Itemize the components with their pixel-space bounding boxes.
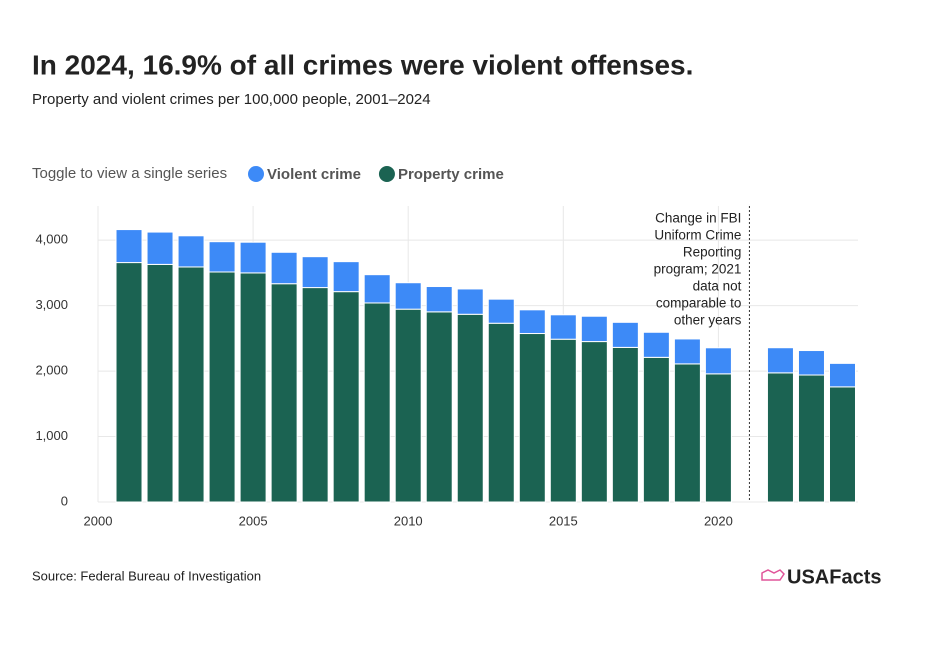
bar-segment [549,338,577,503]
legend-swatch[interactable] [248,166,264,182]
bar-segment [828,362,856,388]
annotation-text: Reporting [683,245,742,260]
bar-segment [270,283,298,503]
bar-segment [363,274,391,304]
bar-segment [456,313,484,503]
bar-segment [208,271,236,503]
bar-segment [642,356,670,503]
bar-segment [208,241,236,273]
x-tick-label: 2015 [549,513,578,528]
bar-segment [239,241,267,274]
bar-segment [456,288,484,315]
bar-segment [301,256,329,289]
bar-segment [766,347,794,374]
bar-segment [580,315,608,343]
bar-segment [797,350,825,376]
bar-segment [766,372,794,503]
bar-segment [394,308,422,503]
bar-segment [332,261,360,293]
bar-segment [828,386,856,503]
bar-segment [270,251,298,285]
bar-segment [611,346,639,503]
bar-segment [518,333,546,503]
bar-segment [704,347,732,375]
bar-segment [611,321,639,348]
bar-segment [115,229,143,264]
bar-segment [673,338,701,365]
legend-swatch[interactable] [378,166,395,182]
y-tick-label: 2,000 [35,363,68,378]
bar-segment [425,311,453,503]
logo: USAFacts [787,566,881,588]
annotation-text: Change in FBI [655,211,741,226]
y-tick-label: 0 [61,493,68,508]
bar-segment [332,291,360,503]
bar-segment [642,331,670,358]
annotation-text: data not [693,279,742,294]
chart-subtitle: Property and violent crimes per 100,000 … [32,91,431,108]
bar-segment [487,322,515,503]
annotation-text: other years [674,313,742,328]
bar-segment [518,309,546,335]
chart-title: In 2024, 16.9% of all crimes were violen… [32,49,693,80]
bar-segment [363,302,391,503]
logo-icon [761,569,785,581]
x-tick-label: 2010 [394,513,423,528]
y-tick-label: 4,000 [35,232,68,247]
source: Source: Federal Bureau of Investigation [32,568,261,583]
bar-segment [580,341,608,503]
bar-segment [115,262,143,503]
bar-segment [394,282,422,310]
y-tick-label: 3,000 [35,297,68,312]
bar-segment [673,363,701,503]
bar-segment [704,373,732,503]
legend-label[interactable]: Property crime [398,166,504,183]
annotation-text: program; 2021 [654,262,742,277]
x-tick-label: 2005 [239,513,268,528]
annotation-text: comparable to [656,296,742,311]
x-tick-label: 2020 [704,513,733,528]
y-tick-label: 1,000 [35,428,68,443]
bar-segment [146,263,174,503]
bar-segment [177,266,205,503]
bar-segment [146,231,174,265]
bar-segment [301,287,329,503]
bar-segment [487,298,515,324]
bar-segment [797,374,825,503]
bar-segment [239,272,267,503]
legend-label[interactable]: Violent crime [267,166,361,183]
bar-segment [177,235,205,268]
x-tick-label: 2000 [84,513,113,528]
bar-segment [425,286,453,313]
bar-segment [549,314,577,340]
legend-prompt: Toggle to view a single series [32,165,227,182]
annotation-text: Uniform Crime [654,228,741,243]
